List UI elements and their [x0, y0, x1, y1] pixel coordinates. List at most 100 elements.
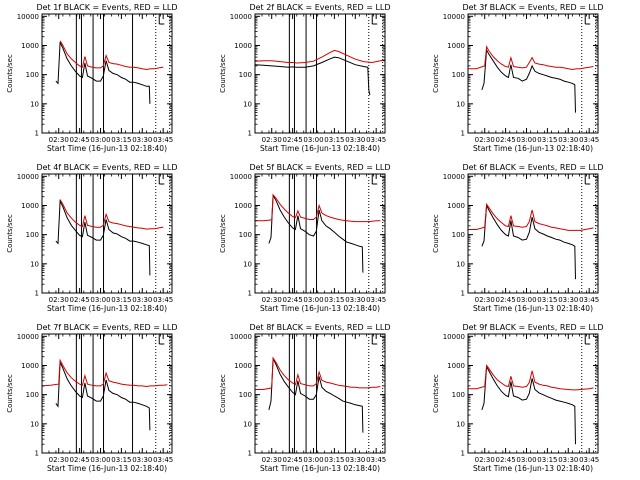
x-axis-label: Start Time (16-Jun-13 02:18:40) [473, 304, 593, 313]
y-tick-label: 10 [456, 420, 465, 428]
y-tick-label: 1000 [21, 202, 39, 210]
lld-series-line [468, 45, 594, 71]
x-tick-label: 03:15 [324, 136, 344, 144]
panel-title: Det 3f BLACK = Events, RED = LLD [462, 3, 603, 12]
x-tick-label: 03:45 [366, 136, 386, 144]
x-tick-label: 03:45 [153, 456, 173, 464]
y-tick-label: 1000 [234, 362, 252, 370]
lld-series-line [468, 202, 594, 231]
x-tick-label: 02:30 [475, 456, 495, 464]
y-tick-label: 100 [452, 231, 465, 239]
x-tick-label: 03:45 [153, 136, 173, 144]
x-tick-label: 03:30 [132, 456, 152, 464]
y-tick-label: 10 [30, 100, 39, 108]
y-axis-label: Counts/sec [6, 214, 14, 253]
x-tick-label: 03:00 [90, 136, 110, 144]
y-tick-label: 100 [239, 391, 252, 399]
y-axis-label: Counts/sec [432, 214, 440, 253]
x-tick-label: 03:45 [579, 136, 599, 144]
x-tick-label: 03:15 [537, 296, 557, 304]
x-tick-label: 03:30 [558, 136, 578, 144]
x-tick-label: 02:30 [262, 136, 282, 144]
y-tick-label: 10 [456, 100, 465, 108]
y-tick-label: 10000 [230, 333, 252, 341]
series-group [255, 49, 385, 96]
x-tick-label: 03:00 [516, 296, 536, 304]
panel-8: Det 8f BLACK = Events, RED = LLDL1101001… [219, 323, 391, 473]
x-tick-label: 02:45 [283, 456, 303, 464]
panel-4: Det 4f BLACK = Events, RED = LLDL1101001… [6, 163, 178, 313]
x-axis-label: Start Time (16-Jun-13 02:18:40) [260, 304, 380, 313]
x-tick-label: 03:45 [579, 296, 599, 304]
x-tick-label: 02:45 [70, 296, 90, 304]
y-tick-label: 1000 [21, 42, 39, 50]
series-group [55, 40, 164, 104]
x-tick-label: 02:45 [70, 456, 90, 464]
x-tick-label: 03:30 [345, 296, 365, 304]
x-tick-label: 02:45 [283, 136, 303, 144]
events-series-line [268, 356, 364, 433]
x-tick-label: 03:30 [558, 296, 578, 304]
y-tick-label: 1000 [447, 202, 465, 210]
y-tick-label: 1 [461, 290, 465, 298]
y-axis-label: Counts/sec [219, 54, 227, 93]
x-tick-label: 02:30 [49, 296, 69, 304]
x-tick-label: 02:30 [475, 296, 495, 304]
x-tick-label: 03:15 [324, 456, 344, 464]
y-axis-label: Counts/sec [219, 214, 227, 253]
events-series-line [481, 365, 576, 445]
series-group [255, 193, 381, 273]
y-tick-label: 10000 [443, 333, 465, 341]
events-series-line [255, 56, 371, 96]
x-tick-label: 03:45 [579, 456, 599, 464]
y-tick-label: 1000 [447, 362, 465, 370]
x-axis-label: Start Time (16-Jun-13 02:18:40) [47, 144, 167, 153]
events-series-line [55, 41, 151, 104]
x-axis-label: Start Time (16-Jun-13 02:18:40) [260, 144, 380, 153]
x-tick-label: 03:00 [303, 296, 323, 304]
panel-title: Det 5f BLACK = Events, RED = LLD [249, 163, 390, 172]
panel-title: Det 6f BLACK = Events, RED = LLD [462, 163, 603, 172]
y-axis-label: Counts/sec [219, 374, 227, 413]
y-tick-label: 1 [248, 290, 252, 298]
events-series-line [55, 361, 151, 431]
x-tick-label: 03:15 [111, 136, 131, 144]
y-tick-label: 1000 [234, 202, 252, 210]
lld-series-line [59, 199, 164, 230]
y-axis-label: Counts/sec [6, 374, 14, 413]
series-group [255, 356, 381, 433]
events-series-line [55, 199, 151, 276]
x-tick-label: 03:30 [345, 136, 365, 144]
panel-3: Det 3f BLACK = Events, RED = LLDL1101001… [432, 3, 604, 153]
plot-frame [41, 173, 173, 294]
x-tick-label: 03:45 [366, 456, 386, 464]
x-tick-label: 03:30 [132, 296, 152, 304]
panel-title: Det 4f BLACK = Events, RED = LLD [36, 163, 177, 172]
y-tick-label: 100 [452, 391, 465, 399]
y-tick-label: 1000 [447, 42, 465, 50]
y-tick-label: 10 [456, 260, 465, 268]
panel-1: Det 1f BLACK = Events, RED = LLDL1101001… [6, 3, 178, 153]
events-series-line [268, 193, 364, 273]
panel-title: Det 8f BLACK = Events, RED = LLD [249, 323, 390, 332]
panel-title: Det 7f BLACK = Events, RED = LLD [36, 323, 177, 332]
y-tick-label: 1 [35, 450, 39, 458]
panel-6: Det 6f BLACK = Events, RED = LLDL1101001… [432, 163, 604, 313]
x-tick-label: 02:45 [283, 296, 303, 304]
x-tick-label: 03:00 [516, 456, 536, 464]
y-tick-label: 10 [243, 100, 252, 108]
plot-frame [467, 333, 599, 454]
x-tick-label: 02:30 [262, 456, 282, 464]
y-tick-label: 100 [239, 231, 252, 239]
events-series-line [481, 203, 576, 280]
x-tick-label: 03:30 [132, 136, 152, 144]
x-tick-label: 03:30 [345, 456, 365, 464]
y-axis-label: Counts/sec [432, 54, 440, 93]
lld-series-line [255, 356, 381, 390]
x-tick-label: 02:45 [496, 136, 516, 144]
panel-7: Det 7f BLACK = Events, RED = LLDL1101001… [6, 323, 178, 473]
series-group [42, 358, 168, 431]
y-tick-label: 100 [239, 71, 252, 79]
x-tick-label: 02:30 [262, 296, 282, 304]
